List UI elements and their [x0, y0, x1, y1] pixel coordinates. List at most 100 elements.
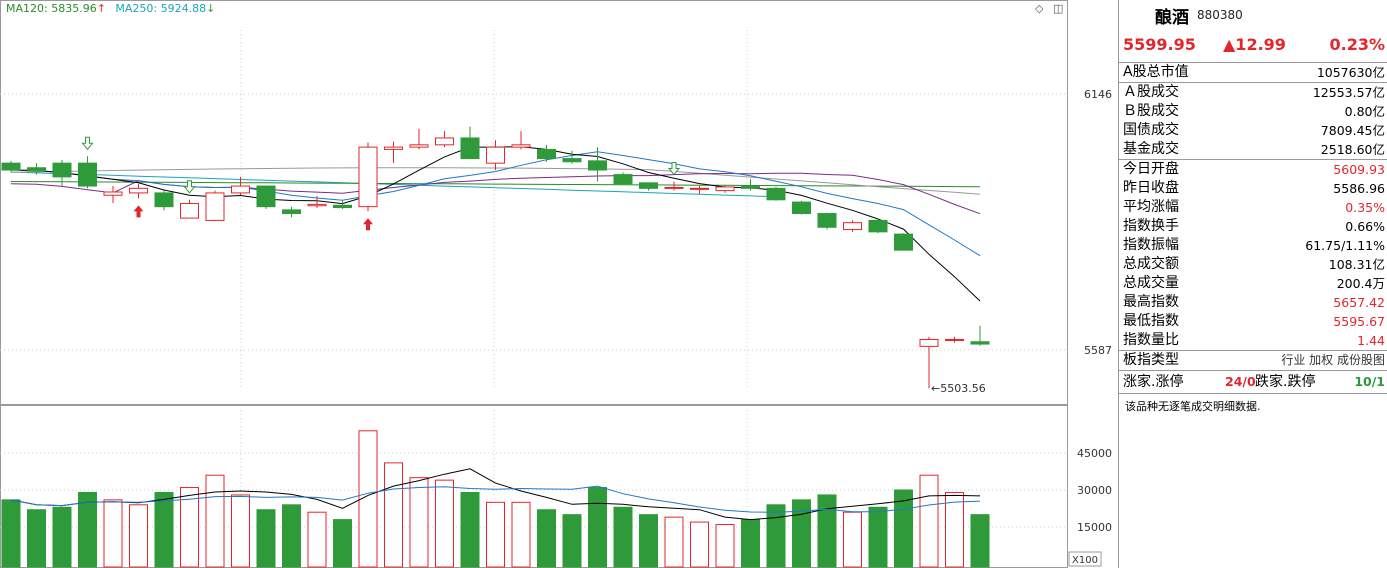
ma10-line [10, 151, 981, 257]
stat-label: Ａ股成交 [1123, 84, 1179, 100]
last-price: 5599.95 [1123, 35, 1196, 54]
candle-body [154, 192, 174, 208]
volume-bar [664, 516, 684, 568]
chart-toolbar: ◇ ◫ [1035, 2, 1069, 15]
y-tick-label: 6146 [1084, 88, 1112, 101]
diamond-icon[interactable]: ◇ [1035, 2, 1044, 15]
volume-bar [741, 519, 760, 568]
window-icon[interactable]: ◫ [1052, 2, 1064, 15]
candle-body [894, 233, 913, 251]
sell-arrow-icon [667, 161, 681, 176]
volume-bar [970, 514, 990, 568]
candle-body [129, 187, 148, 194]
stat-label: 基金成交 [1123, 141, 1179, 157]
volume-unit-label: X100 [1072, 555, 1098, 566]
volume-bar [537, 509, 556, 568]
volume-ma5-line [10, 468, 981, 521]
stat-label: 今日开盘 [1123, 161, 1179, 177]
stat-label: 指数振幅 [1123, 237, 1179, 253]
candle-body [409, 144, 429, 148]
stat-row: 总成交额 108.31亿 [1119, 255, 1387, 274]
kline-chart[interactable]: 6146 5587 45000 30000 15000 X100 ←5503.56 [0, 0, 1118, 568]
stat-label: 国债成交 [1123, 122, 1179, 138]
stat-value: 61.75/1.11% [1305, 238, 1385, 253]
candle-body [664, 186, 684, 189]
candle-body [639, 182, 658, 189]
stat-value: 7809.45亿 [1320, 123, 1385, 138]
stat-row: 指数换手 0.66% [1119, 217, 1387, 236]
candle-body [843, 222, 862, 231]
price-line: 5599.95 ▲12.99 0.23% [1119, 30, 1387, 63]
volume-bar [868, 506, 888, 568]
sell-arrow-icon [183, 180, 196, 194]
volume-bar [231, 494, 250, 568]
candle-body [919, 338, 939, 347]
stat-value: 108.31亿 [1328, 257, 1385, 272]
volume-bar [919, 474, 939, 568]
volume-bar [460, 491, 480, 568]
stat-row: 平均涨幅 0.35% [1119, 198, 1387, 217]
stat-label: Ｂ股成交 [1123, 103, 1179, 119]
volume-bar [766, 504, 786, 568]
volume-bar [78, 491, 97, 568]
low-price-label: ←5503.56 [931, 382, 986, 395]
candle-body [205, 192, 225, 221]
volume-bar [180, 487, 199, 568]
stat-row: 基金成交 2518.60亿 [1119, 140, 1387, 160]
stat-value: 5609.93 [1333, 162, 1385, 177]
candle-body [945, 338, 964, 341]
candle-body [435, 137, 454, 146]
stat-row: 指数量比 1.44 [1119, 331, 1387, 351]
stat-value: 0.35% [1345, 200, 1385, 215]
candle-body [256, 185, 276, 208]
stat-row: Ａ股成交 12553.57亿 [1119, 83, 1387, 102]
volume-bar [103, 499, 123, 568]
candle-body [333, 204, 352, 209]
stat-row: A股总市值 1057630亿 [1119, 63, 1387, 83]
stat-label: 指数量比 [1123, 332, 1179, 348]
stat-value: 5657.42 [1333, 295, 1385, 310]
index-code: 880380 [1197, 8, 1243, 22]
volume-tick-label: 45000 [1077, 447, 1112, 460]
unit-box [1068, 551, 1102, 567]
volume-bar [843, 511, 862, 568]
stat-label: A股总市值 [1123, 64, 1189, 80]
volume-bar [409, 477, 429, 568]
updown-row: 涨家.涨停 24/0 跌家.跌停 10/1 [1119, 371, 1387, 394]
candle-body [52, 162, 72, 178]
volume-bar [511, 501, 531, 568]
stat-label: 指数换手 [1123, 218, 1179, 234]
candle-body [715, 186, 735, 192]
volume-bar [817, 494, 837, 568]
volume-bar [562, 514, 582, 568]
stat-label: 总成交量 [1123, 275, 1179, 291]
type-links[interactable]: 行业 加权 成份股图 [1281, 353, 1385, 367]
stat-label: 总成交额 [1123, 256, 1179, 272]
volume-bar [945, 491, 964, 568]
volume-bar [154, 491, 174, 568]
volume-bar [715, 524, 735, 568]
candle-body [231, 185, 250, 194]
candle-body [766, 187, 786, 201]
note-text: 该品种无逐笔成交明细数据. [1125, 400, 1261, 413]
stat-value: 5586.96 [1333, 181, 1385, 196]
candle-body [358, 146, 378, 208]
candle-body [613, 174, 633, 185]
ma-legend: MA120: 5835.96↑ MA250: 5924.88↓ [6, 2, 221, 15]
stat-value: 2518.60亿 [1320, 142, 1385, 157]
ma250-label: MA250: 5924.88↓ [115, 2, 216, 15]
stat-label: 最低指数 [1123, 313, 1179, 329]
candle-body [741, 185, 760, 189]
candle-body [180, 202, 199, 219]
candle-body [1, 162, 21, 171]
volume-bar [588, 487, 607, 568]
volume-bar [358, 430, 378, 568]
stat-row: Ｂ股成交 0.80亿 [1119, 102, 1387, 121]
volume-bar [307, 511, 327, 568]
stat-row: 指数振幅 61.75/1.11% [1119, 236, 1387, 255]
index-name: 酿酒 [1155, 8, 1189, 28]
volume-bar [486, 501, 505, 568]
stat-label: 平均涨幅 [1123, 199, 1179, 215]
candle-body [78, 162, 97, 187]
volume-bar [205, 474, 225, 568]
